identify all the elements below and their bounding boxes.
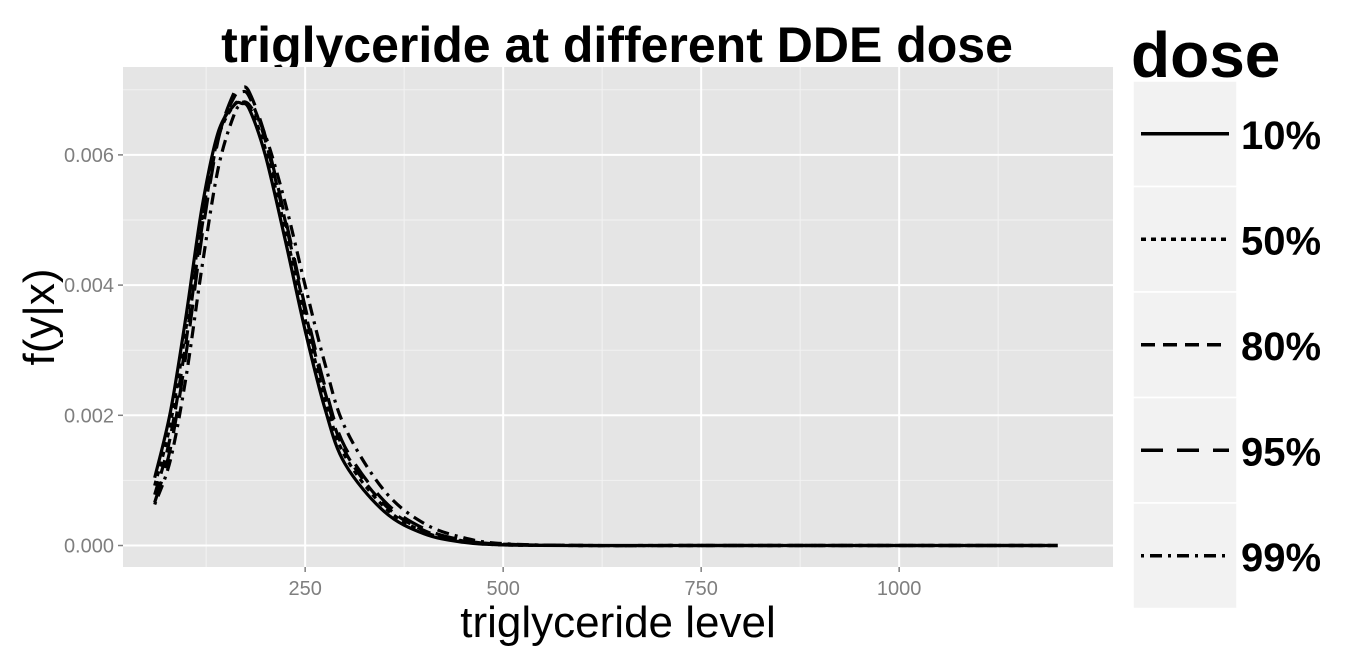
x-axis-title: triglyceride level bbox=[460, 598, 775, 647]
x-tick-label: 250 bbox=[288, 578, 321, 600]
legend: dose 10% 50% 80% 95% 99% bbox=[1131, 19, 1321, 610]
legend-label: 95% bbox=[1241, 430, 1321, 474]
legend-label: 80% bbox=[1241, 325, 1321, 369]
y-tick-label: 0.004 bbox=[64, 275, 114, 297]
chart-title: triglyceride at different DDE dose bbox=[221, 17, 1013, 73]
legend-label: 10% bbox=[1241, 114, 1321, 158]
y-tick-label: 0.006 bbox=[64, 145, 114, 167]
x-axis: 250 500 750 1000 bbox=[288, 567, 921, 600]
x-tick-label: 750 bbox=[684, 578, 717, 600]
x-tick-label: 1000 bbox=[877, 578, 922, 600]
y-tick-label: 0.002 bbox=[64, 405, 114, 427]
minor-gridlines bbox=[123, 67, 1113, 567]
legend-title: dose bbox=[1131, 19, 1280, 91]
y-axis-title: f(y|x) bbox=[15, 269, 64, 366]
y-axis: 0.000 0.002 0.004 0.006 bbox=[64, 145, 123, 558]
y-tick-label: 0.000 bbox=[64, 536, 114, 558]
legend-label: 50% bbox=[1241, 219, 1321, 263]
density-lines bbox=[153, 85, 1058, 548]
legend-label: 99% bbox=[1241, 536, 1321, 580]
plot-panel bbox=[123, 67, 1113, 567]
x-tick-label: 500 bbox=[486, 578, 519, 600]
